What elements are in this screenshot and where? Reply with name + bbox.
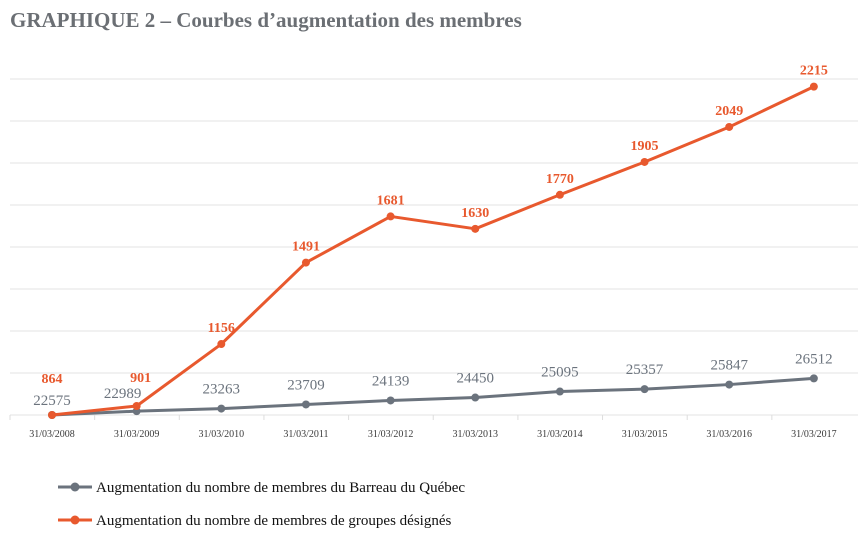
data-label: 2049 xyxy=(715,104,743,119)
data-point xyxy=(48,411,56,419)
data-point xyxy=(217,404,226,413)
data-label: 864 xyxy=(42,372,63,387)
data-label: 1630 xyxy=(461,206,489,221)
data-label: 1770 xyxy=(546,172,574,187)
data-label: 25357 xyxy=(626,362,664,378)
x-tick-label: 31/03/2010 xyxy=(199,429,245,440)
data-point xyxy=(386,212,395,221)
x-tick-label: 31/03/2009 xyxy=(114,429,160,440)
x-tick-label: 31/03/2011 xyxy=(283,429,328,440)
data-label: 22989 xyxy=(104,386,142,402)
data-label: 23709 xyxy=(287,377,325,393)
data-label: 26512 xyxy=(795,351,833,367)
legend-label: Augmentation du nombre de membres de gro… xyxy=(96,513,451,529)
data-point xyxy=(386,396,395,405)
data-label: 1156 xyxy=(208,321,235,336)
series-line-groupes-designes xyxy=(51,85,815,417)
x-tick-label: 31/03/2012 xyxy=(368,429,414,440)
x-tick-label: 31/03/2017 xyxy=(791,429,837,440)
data-point xyxy=(809,374,818,383)
data-point xyxy=(640,157,649,166)
data-point xyxy=(809,82,818,91)
data-point xyxy=(301,400,310,409)
data-label: 901 xyxy=(130,371,151,386)
x-tick-label: 31/03/2008 xyxy=(29,429,75,440)
series-line-barreau xyxy=(51,376,814,417)
data-label: 23263 xyxy=(203,382,241,398)
legend-marker xyxy=(70,482,80,492)
data-point xyxy=(301,258,310,267)
data-label: 24139 xyxy=(372,373,410,389)
data-label: 22575 xyxy=(33,393,71,409)
data-point xyxy=(217,340,226,349)
data-label: 2215 xyxy=(800,64,828,79)
data-point xyxy=(132,402,141,411)
data-point xyxy=(555,387,564,396)
chart-title: GRAPHIQUE 2 – Courbes d’augmentation des… xyxy=(10,8,522,32)
data-label: 1905 xyxy=(631,139,659,154)
data-label: 1491 xyxy=(292,240,320,255)
data-label: 25095 xyxy=(541,365,579,381)
x-tick-label: 31/03/2016 xyxy=(706,429,752,440)
data-point xyxy=(471,224,480,233)
data-label: 24450 xyxy=(457,371,495,387)
x-tick-label: 31/03/2013 xyxy=(452,429,498,440)
legend-marker xyxy=(70,515,80,525)
legend-label: Augmentation du nombre de membres du Bar… xyxy=(96,480,465,496)
data-point xyxy=(725,380,734,389)
data-point xyxy=(640,385,649,394)
x-tick-label: 31/03/2014 xyxy=(537,429,583,440)
data-point xyxy=(471,393,480,402)
x-tick-label: 31/03/2015 xyxy=(622,429,668,440)
data-label: 1681 xyxy=(377,193,405,208)
data-point xyxy=(555,190,564,199)
data-point xyxy=(725,122,734,131)
data-label: 25847 xyxy=(710,358,748,374)
